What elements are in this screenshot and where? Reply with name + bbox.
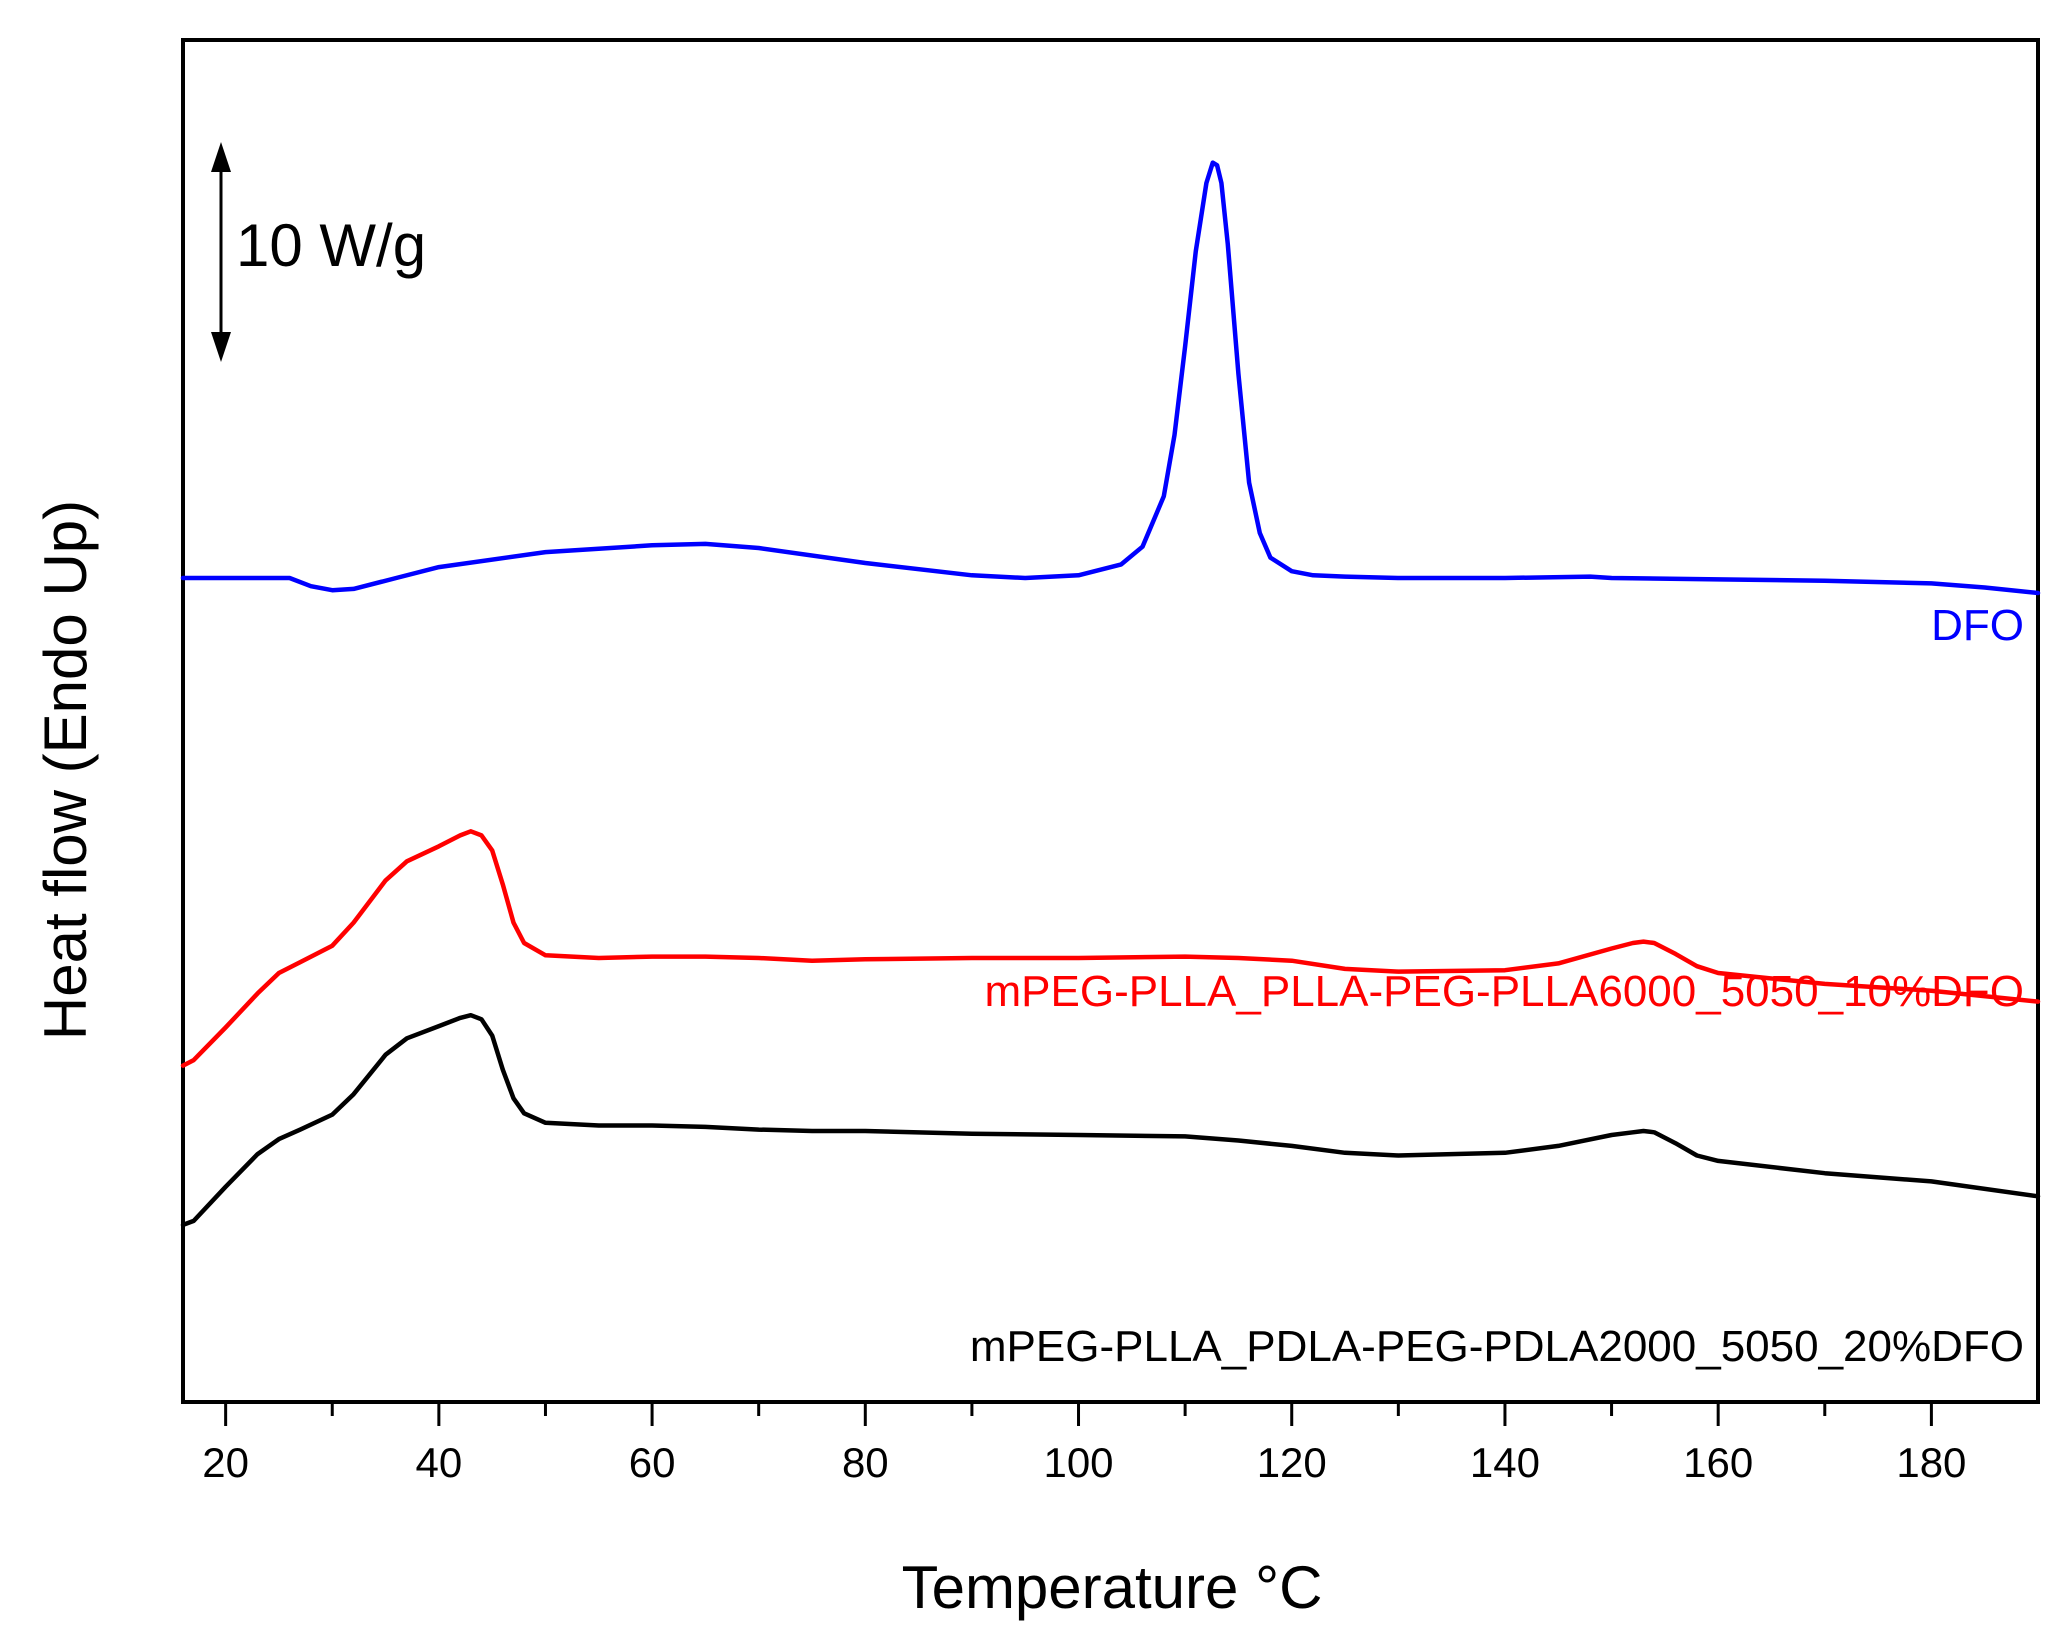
x-tick-label: 80 <box>842 1439 889 1486</box>
x-tick-label: 120 <box>1257 1439 1327 1486</box>
x-tick-label: 140 <box>1470 1439 1540 1486</box>
series-label-2: mPEG-PLLA_PLLA-PEG-PLLA6000_5050_10%DFO <box>985 967 2024 1016</box>
x-axis-title: Temperature °C <box>902 1554 1323 1621</box>
series-labels: DFO mPEG-PLLA_PLLA-PEG-PLLA6000_5050_10%D… <box>970 601 2024 1371</box>
y-axis-title: Heat flow (Endo Up) <box>32 500 99 1040</box>
scale-bar-arrow-down <box>211 332 231 362</box>
plot-frame <box>181 38 2040 1404</box>
scale-bar: 10 W/g <box>211 142 426 362</box>
series-label-3: mPEG-PLLA_PDLA-PEG-PDLA2000_5050_20%DFO <box>970 1322 2024 1371</box>
x-axis-tick-labels: 20 40 60 80 100 120 140 160 180 <box>202 1439 1966 1486</box>
series-label-1: DFO <box>1931 601 2024 650</box>
x-tick-label: 100 <box>1043 1439 1113 1486</box>
x-tick-label: 60 <box>629 1439 676 1486</box>
x-tick-label: 180 <box>1896 1439 1966 1486</box>
series-line-3 <box>180 1012 2041 1228</box>
x-axis-ticks <box>224 1402 1933 1426</box>
x-tick-label: 40 <box>416 1439 463 1486</box>
x-tick-label: 160 <box>1683 1439 1753 1486</box>
series-line-2 <box>180 829 2041 1068</box>
scale-bar-label: 10 W/g <box>236 212 426 279</box>
x-tick-label: 20 <box>202 1439 249 1486</box>
series-lines <box>180 160 2041 1228</box>
series-line-1 <box>180 160 2041 596</box>
scale-bar-arrow-up <box>211 142 231 172</box>
